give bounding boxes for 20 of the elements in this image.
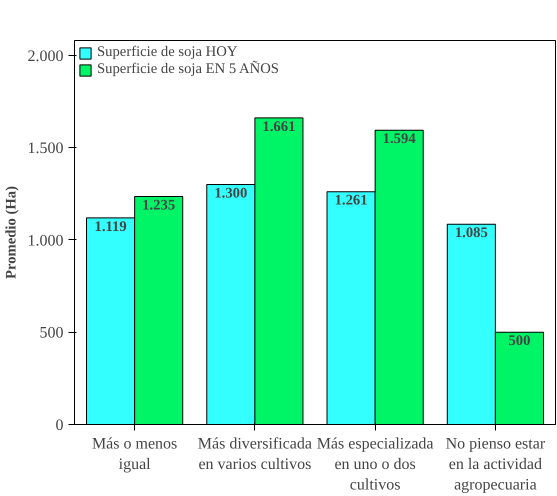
y-tick-label: 2.000: [28, 48, 64, 65]
x-tick-label: Más diversificada en varios cultivos: [198, 436, 312, 473]
y-tick-label: 1.500: [28, 140, 64, 158]
x-tick-label: Más o menos igual: [92, 436, 178, 473]
data-label: 1.300: [214, 186, 248, 202]
data-label: 1.261: [334, 192, 368, 209]
x-tick-label: Más especializada en uno o dos cultivos: [316, 436, 434, 494]
data-label: 1.085: [454, 225, 488, 242]
data-label: 1.235: [142, 198, 176, 214]
data-label: 1.661: [262, 118, 296, 135]
y-tick-label: 0: [56, 417, 64, 434]
y-tick-label: 500: [40, 324, 64, 342]
legend-label: Superficie de soja HOY: [97, 44, 238, 61]
data-label: 1.594: [382, 131, 416, 148]
legend-label: Superficie de soja EN 5 AÑOS: [97, 61, 279, 78]
data-label: 500: [508, 333, 530, 350]
x-tick-label: No pienso estar en la actividad agropecuaria: [446, 436, 546, 494]
y-tick-label: 1.000: [28, 232, 64, 250]
data-label: 1.119: [94, 218, 127, 235]
y-axis-title: Promedio (Ha): [4, 186, 20, 279]
